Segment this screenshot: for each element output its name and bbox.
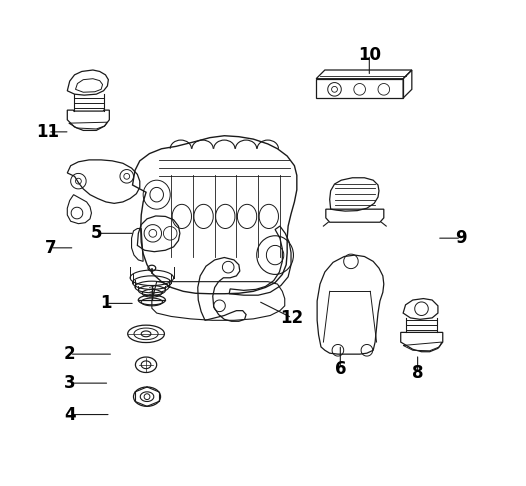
Text: 3: 3 [64, 374, 76, 392]
Text: 11: 11 [36, 123, 59, 141]
Text: 8: 8 [412, 364, 423, 382]
Text: 2: 2 [64, 345, 76, 363]
Text: 1: 1 [100, 295, 112, 312]
Text: 9: 9 [456, 229, 467, 247]
Text: 12: 12 [280, 309, 304, 327]
Text: 5: 5 [90, 225, 102, 243]
Text: 10: 10 [358, 46, 381, 64]
Text: 4: 4 [64, 405, 76, 423]
Text: 6: 6 [335, 360, 346, 378]
Text: 7: 7 [45, 239, 56, 257]
